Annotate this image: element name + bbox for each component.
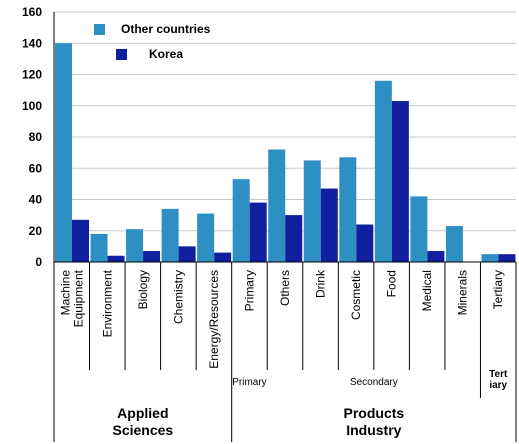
group-label: Sciences (112, 422, 173, 438)
x-tick-label: Energy/Resources (207, 270, 221, 369)
x-tick-label: Chemistry (171, 270, 185, 324)
bar-korea (72, 219, 89, 262)
bar-korea (107, 255, 125, 262)
bar-korea (249, 202, 267, 262)
x-tick-label: Environment (100, 269, 114, 337)
bar-other-countries (90, 233, 108, 262)
x-tick-label: Cosmetic (349, 270, 363, 320)
x-tick-label: Medical (420, 270, 434, 311)
bar-korea (285, 215, 303, 262)
group-label: Products (344, 405, 405, 421)
subgroup-label: Primary (232, 377, 266, 388)
legend-swatch (94, 24, 105, 35)
bar-other-countries (197, 213, 215, 262)
x-tick-label: Biology (136, 270, 150, 309)
bar-korea (391, 101, 409, 262)
y-tick-label: 100 (22, 99, 42, 113)
y-tick-label: 20 (29, 224, 43, 238)
bar-korea (427, 251, 445, 262)
bar-korea (178, 246, 196, 262)
y-tick-label: 60 (29, 161, 43, 175)
y-tick-label: 160 (22, 5, 42, 19)
bar-other-countries (303, 160, 321, 262)
legend-label: Korea (149, 47, 183, 61)
bar-other-countries (161, 208, 179, 262)
x-tick-label: Food (385, 270, 399, 297)
x-tick-label: Equipment (71, 269, 85, 327)
bar-other-countries (410, 196, 428, 262)
bar-korea (320, 188, 338, 262)
y-tick-label: 120 (22, 68, 42, 82)
bar-korea (356, 224, 374, 262)
group-label: Industry (346, 422, 401, 438)
bar-korea (143, 251, 161, 262)
x-tick-label: Drink (314, 269, 328, 298)
subgroup-label: Secondary (350, 377, 398, 388)
bar-other-countries (55, 43, 72, 262)
subgroup-label: Tert (489, 369, 508, 380)
y-tick-label: 140 (22, 36, 42, 50)
bar-other-countries (481, 254, 499, 262)
legend-swatch (116, 49, 127, 60)
bar-other-countries (339, 157, 357, 262)
bar-korea (214, 252, 232, 262)
x-tick-label: Primary (242, 270, 256, 311)
x-tick-label: Tertiary (491, 270, 505, 309)
y-tick-label: 40 (29, 193, 43, 207)
x-tick-label: Others (278, 270, 292, 306)
group-label: Applied (117, 405, 168, 421)
y-tick-label: 0 (35, 255, 42, 269)
bar-other-countries (374, 80, 392, 262)
bar-other-countries (445, 226, 463, 262)
subgroup-label: iary (489, 380, 507, 391)
x-tick-label: Minerals (456, 270, 470, 315)
bar-korea (498, 254, 516, 262)
bar-other-countries (232, 179, 250, 262)
bar-other-countries (126, 229, 144, 262)
bar-other-countries (268, 149, 286, 262)
y-tick-label: 80 (29, 130, 43, 144)
x-tick-label: Machine (58, 270, 72, 316)
legend-label: Other countries (121, 22, 211, 36)
